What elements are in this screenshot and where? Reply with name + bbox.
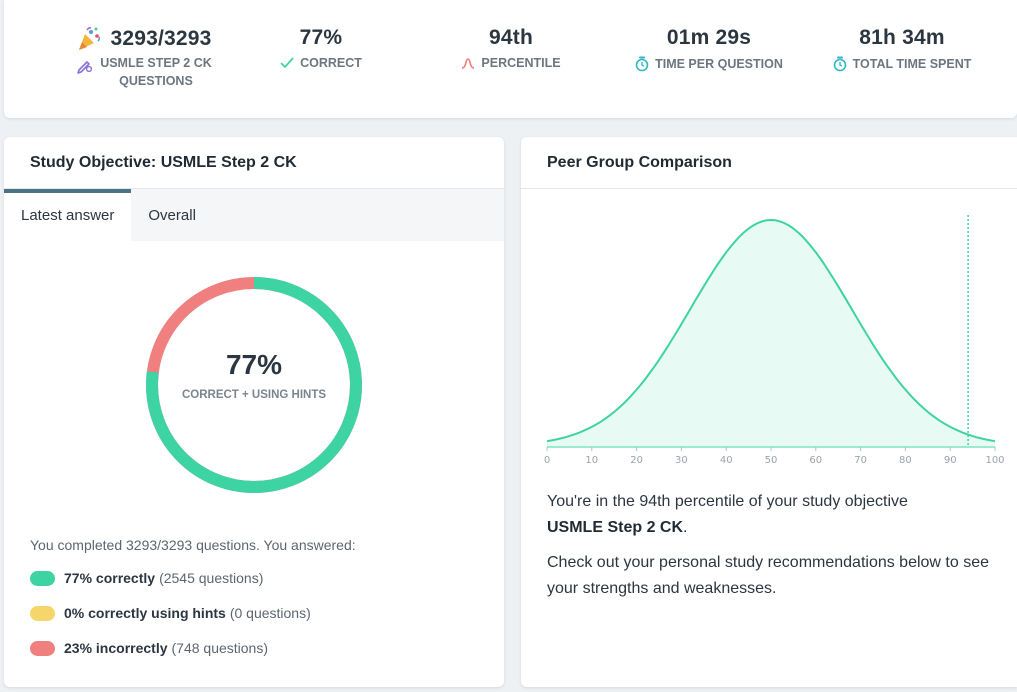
stat-correct-label: CORRECT [300, 56, 362, 70]
x-tick-label-10: 10 [585, 455, 598, 466]
checkmark-icon [280, 57, 294, 69]
stat-time-per-question-label: TIME PER QUESTION [655, 57, 783, 71]
x-tick-label-50: 50 [765, 455, 778, 466]
stat-percentile: 94th PERCENTILE [446, 26, 576, 70]
x-tick-label-90: 90 [944, 455, 957, 466]
legend-incorrect: 23% incorrectly (748 questions) [30, 640, 268, 656]
peer-text-objective: USMLE Step 2 CK [547, 519, 684, 536]
stat-questions-value: 3293/3293 [110, 27, 212, 50]
x-tick-label-0: 0 [544, 455, 550, 466]
party-popper-icon [79, 26, 101, 50]
peer-text-2: Check out your personal study recommenda… [547, 554, 990, 597]
peer-text-1: You're in the 94th percentile of your st… [547, 493, 908, 510]
legend-correct-label: 77% correctly [64, 570, 156, 586]
peer-description: You're in the 94th percentile of your st… [547, 489, 997, 602]
legend-hints-label: 0% correctly using hints [64, 605, 226, 621]
stat-questions-label-2: QUESTIONS [119, 74, 193, 88]
x-tick-label-100: 100 [985, 455, 1004, 466]
x-tick-label-30: 30 [675, 455, 688, 466]
distribution-curve [546, 218, 996, 443]
score-donut-chart [146, 277, 362, 493]
x-tick-label-60: 60 [809, 455, 822, 466]
completion-summary: You completed 3293/3293 questions. You a… [30, 537, 356, 553]
stat-correct-value: 77% [299, 26, 343, 49]
donut-label: CORRECT + USING HINTS [181, 389, 327, 401]
stat-percentile-label: PERCENTILE [481, 56, 561, 70]
stats-bar: 3293/3293 USMLE STEP 2 CK QUESTIONS 77% … [4, 0, 1017, 118]
legend-correct: 77% correctly (2545 questions) [30, 570, 263, 586]
peer-group-card: Peer Group Comparison 0 10 20 30 40 50 60 70 80 9… [521, 137, 1017, 687]
tab-overall[interactable]: Overall [148, 207, 196, 224]
stat-correct: 77% CORRECT [256, 26, 386, 70]
result-tabs: Latest answer Overall [4, 189, 504, 241]
x-tick-label-80: 80 [899, 455, 912, 466]
stat-percentile-value: 94th [489, 26, 533, 49]
stat-time-per-question: 01m 29s TIME PER QUESTION [624, 26, 794, 72]
x-tick-label-70: 70 [854, 455, 867, 466]
correct-color-swatch [30, 570, 55, 586]
stat-time-per-question-value: 01m 29s [666, 26, 752, 49]
x-tick-label-20: 20 [630, 455, 643, 466]
legend-hints-detail: (0 questions) [229, 605, 311, 621]
stat-total-time: 81h 34m TOTAL TIME SPENT [822, 26, 982, 72]
stat-total-time-value: 81h 34m [859, 26, 945, 49]
peer-distribution-chart: 0 10 20 30 40 50 60 70 80 90 100 [544, 215, 1005, 466]
legend-incorrect-label: 23% incorrectly [64, 640, 168, 656]
edit-icon [77, 61, 93, 74]
distribution-area [547, 220, 995, 446]
stat-questions-label: USMLE STEP 2 CK QUESTIONS [46, 54, 242, 90]
incorrect-color-swatch [30, 640, 55, 656]
stat-questions-label-1: USMLE STEP 2 CK [100, 56, 212, 70]
stat-questions: 3293/3293 USMLE STEP 2 CK QUESTIONS [46, 26, 242, 90]
donut-center: 77% CORRECT + USING HINTS [144, 349, 364, 401]
study-objective-card: Study Objective: USMLE Step 2 CK Latest … [4, 137, 504, 687]
donut-value: 77% [225, 349, 283, 380]
bell-curve-icon [462, 58, 475, 69]
tab-latest-answer[interactable]: Latest answer [4, 189, 132, 241]
stat-total-time-label: TOTAL TIME SPENT [852, 57, 972, 71]
legend-incorrect-detail: (748 questions) [171, 640, 269, 656]
donut-correct-arc [146, 277, 362, 493]
study-objective-title: Study Objective: USMLE Step 2 CK [4, 137, 504, 189]
stopwatch-icon [635, 56, 649, 72]
hints-color-swatch [30, 605, 55, 621]
legend-hints: 0% correctly using hints (0 questions) [30, 605, 311, 621]
stopwatch-icon [833, 56, 846, 72]
peer-group-title: Peer Group Comparison [521, 137, 1017, 189]
legend-correct-detail: (2545 questions) [159, 570, 264, 586]
x-tick-label-40: 40 [720, 455, 733, 466]
